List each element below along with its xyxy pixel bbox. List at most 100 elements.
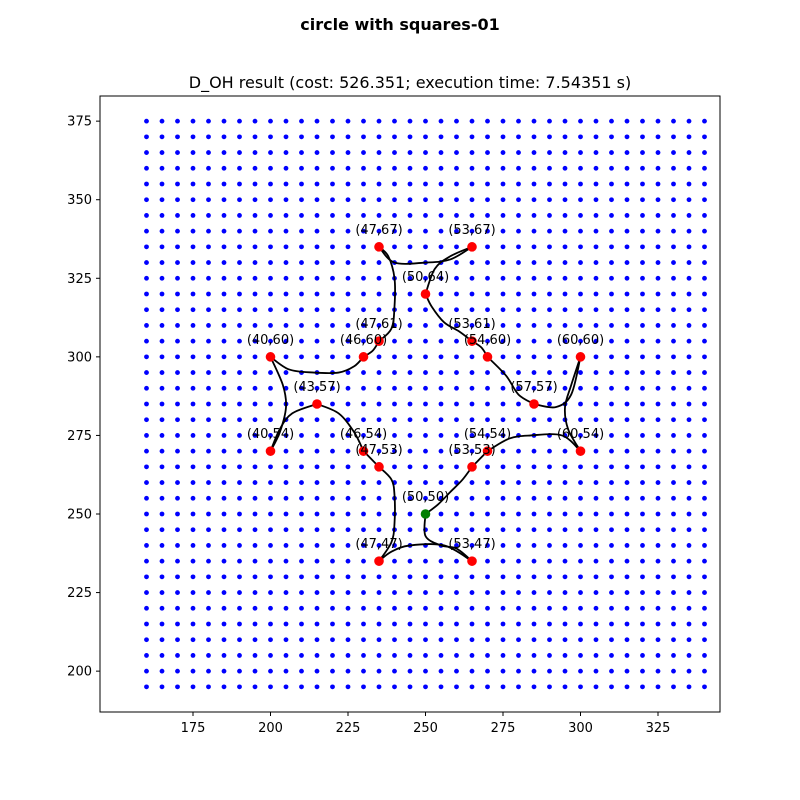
grid-point xyxy=(547,543,552,548)
grid-point xyxy=(314,605,320,611)
grid-point xyxy=(671,527,676,533)
grid-point xyxy=(221,653,227,658)
grid-point xyxy=(206,370,211,375)
grid-point xyxy=(531,291,537,297)
grid-point xyxy=(314,323,320,328)
grid-point xyxy=(454,354,459,360)
grid-point xyxy=(423,385,428,391)
grid-point xyxy=(283,448,289,454)
grid-point xyxy=(469,511,475,517)
grid-point xyxy=(702,495,707,501)
grid-point xyxy=(624,275,630,281)
grid-point xyxy=(640,244,645,250)
grid-point xyxy=(283,558,289,564)
grid-point xyxy=(237,385,242,391)
grid-point xyxy=(516,668,521,674)
grid-point xyxy=(144,417,149,423)
grid-point xyxy=(454,150,459,155)
grid-point xyxy=(640,480,645,485)
grid-point xyxy=(438,464,444,470)
grid-point xyxy=(655,338,661,344)
grid-point xyxy=(671,558,676,564)
grid-point xyxy=(299,495,304,501)
grid-point xyxy=(206,605,211,611)
grid-point xyxy=(454,543,459,548)
grid-point xyxy=(283,527,289,533)
grid-point xyxy=(361,307,366,313)
grid-point xyxy=(469,370,475,375)
grid-point xyxy=(190,275,196,281)
grid-point xyxy=(283,464,289,470)
grid-point xyxy=(330,275,335,281)
grid-point xyxy=(237,134,242,140)
grid-point xyxy=(190,150,196,155)
grid-point xyxy=(547,385,552,391)
point-label: (60,60) xyxy=(557,333,604,348)
grid-point xyxy=(376,197,382,203)
grid-point xyxy=(314,165,320,171)
grid-points-layer xyxy=(144,118,707,690)
grid-point xyxy=(516,495,521,501)
grid-point xyxy=(237,448,242,454)
grid-point xyxy=(206,338,211,344)
grid-point xyxy=(469,527,475,533)
grid-point xyxy=(175,480,180,485)
grid-point xyxy=(268,590,273,595)
grid-point xyxy=(206,417,211,423)
grid-point xyxy=(531,354,537,360)
grid-point xyxy=(500,385,506,391)
grid-point xyxy=(671,637,676,643)
grid-point xyxy=(469,181,475,187)
grid-point xyxy=(268,668,273,674)
grid-point xyxy=(531,574,537,580)
grid-point xyxy=(299,433,304,438)
grid-point xyxy=(640,684,645,690)
grid-point xyxy=(159,370,165,375)
grid-point xyxy=(593,150,599,155)
grid-point xyxy=(454,433,459,438)
point-label: (54,60) xyxy=(464,333,511,348)
grid-point xyxy=(423,480,428,485)
grid-point xyxy=(330,495,335,501)
grid-point xyxy=(206,653,211,658)
grid-point xyxy=(609,527,614,533)
grid-point xyxy=(593,244,599,250)
grid-point xyxy=(578,621,583,627)
grid-point xyxy=(500,448,506,454)
grid-point xyxy=(206,260,211,265)
grid-point xyxy=(190,213,196,218)
grid-point xyxy=(531,213,537,218)
grid-point xyxy=(299,668,304,674)
grid-point xyxy=(531,653,537,658)
grid-point xyxy=(593,417,599,423)
tour-path-segment xyxy=(269,355,288,453)
grid-point xyxy=(485,260,490,265)
grid-point xyxy=(562,527,568,533)
grid-point xyxy=(547,260,552,265)
grid-point xyxy=(640,464,645,470)
grid-point xyxy=(423,338,428,344)
grid-point xyxy=(609,323,614,328)
grid-point xyxy=(330,197,335,203)
grid-point xyxy=(252,511,258,517)
grid-point xyxy=(392,354,397,360)
grid-point xyxy=(175,401,180,407)
point-label: (50,50) xyxy=(402,490,449,505)
grid-point xyxy=(206,590,211,595)
grid-point xyxy=(392,637,397,643)
grid-point xyxy=(330,118,335,124)
tour-path-segment xyxy=(316,403,365,453)
grid-point xyxy=(686,464,692,470)
grid-point xyxy=(345,574,351,580)
grid-point xyxy=(376,134,382,140)
grid-point xyxy=(485,165,490,171)
grid-point xyxy=(345,323,351,328)
grid-point xyxy=(531,464,537,470)
grid-point xyxy=(578,181,583,187)
grid-point xyxy=(283,323,289,328)
grid-point xyxy=(547,574,552,580)
grid-point xyxy=(531,165,537,171)
grid-point xyxy=(671,275,676,281)
grid-point xyxy=(175,543,180,548)
grid-point xyxy=(454,401,459,407)
